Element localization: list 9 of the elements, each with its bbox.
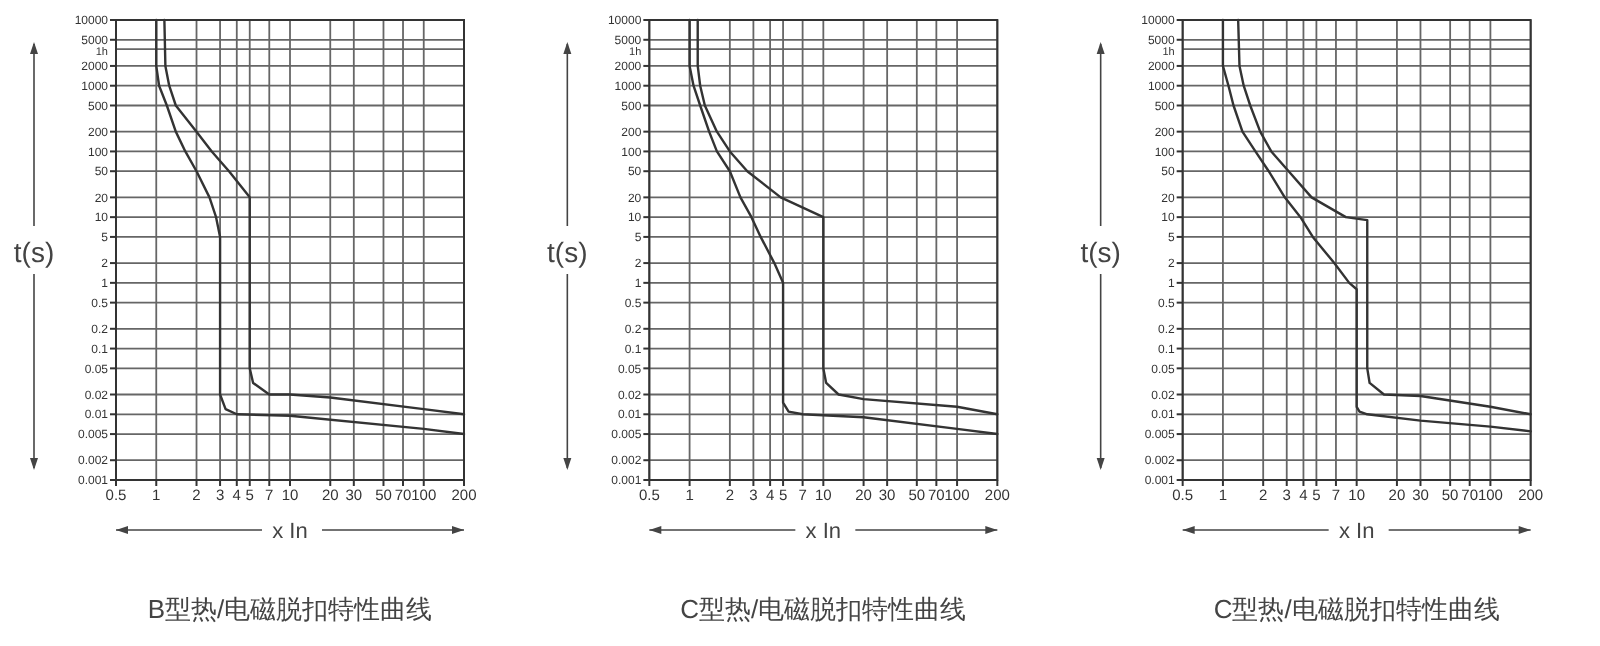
- text: C型热/电磁脱扣特性曲线: [1213, 594, 1500, 624]
- y-axis-title: t(s): [547, 236, 588, 268]
- y-axis-title: t(s): [13, 236, 55, 268]
- text: C型热/电磁脱扣特性曲线: [680, 594, 967, 624]
- x-axis-title: x In: [1338, 520, 1375, 544]
- y-axis-title: t(s): [1080, 236, 1121, 268]
- x-axis-title: x In: [805, 520, 842, 544]
- text: B型热/电磁脱扣特性曲线: [147, 594, 433, 624]
- x-axis-title: x In: [272, 520, 308, 544]
